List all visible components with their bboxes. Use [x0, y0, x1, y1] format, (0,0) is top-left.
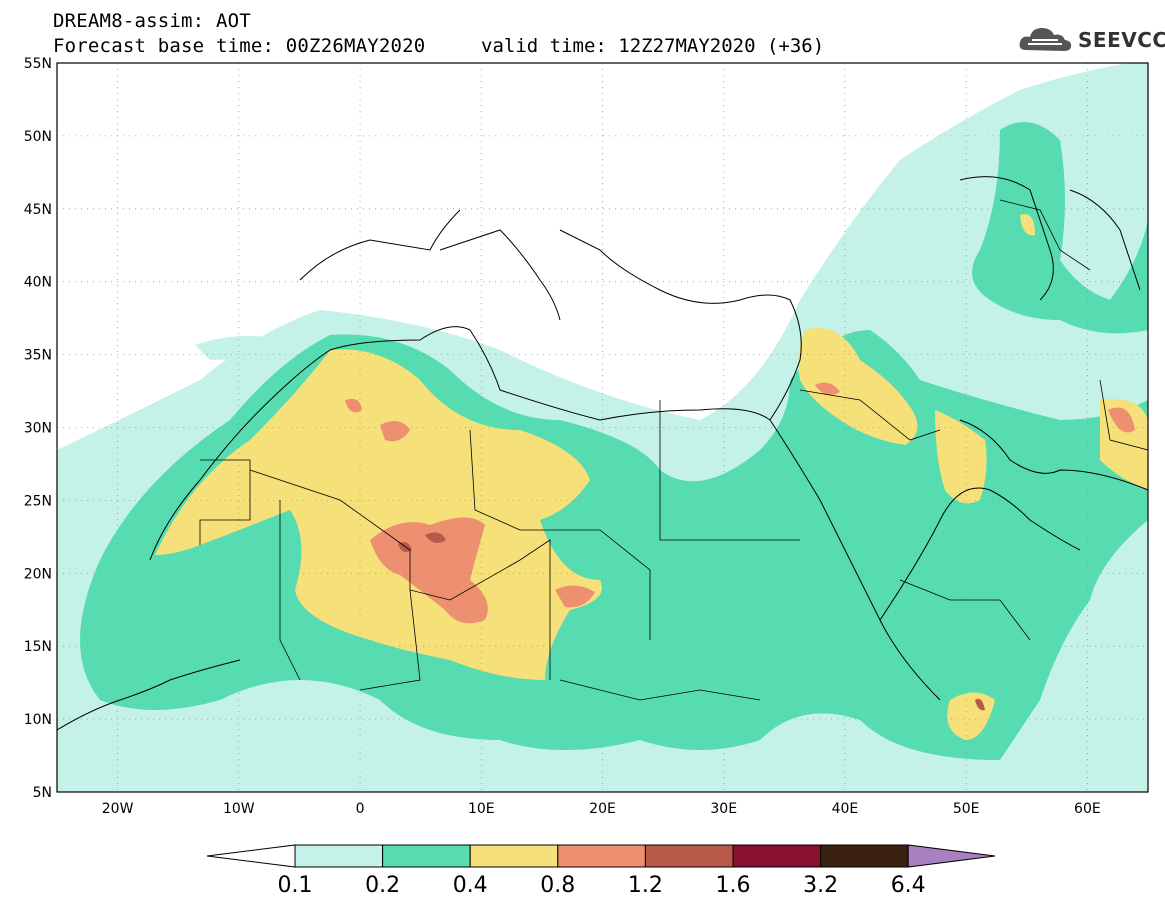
lon-label: 10W [223, 801, 255, 817]
colorbar-label: 0.8 [540, 873, 575, 898]
colorbar: 0.1 0.2 0.4 0.8 1.2 1.6 3.2 6.4 [206, 844, 996, 898]
lon-label: 30E [710, 801, 737, 817]
lat-label: 35N [24, 348, 52, 364]
lon-label: 40E [832, 801, 859, 817]
coastlines [57, 176, 1148, 731]
colorbar-segment [294, 844, 384, 868]
lat-label: 10N [24, 712, 52, 728]
colorbar-max-arrow [907, 844, 996, 868]
colorbar-segment [382, 844, 471, 868]
lat-label: 30N [24, 421, 52, 437]
colorbar-label: 0.1 [278, 873, 313, 898]
lon-label: 60E [1074, 801, 1101, 817]
lat-label: 50N [24, 129, 52, 145]
latitude-labels: 55N 50N 45N 40N 35N 30N 25N 20N 15N 10N 5N [24, 56, 52, 801]
lat-label: 40N [24, 275, 52, 291]
lat-label: 45N [24, 202, 52, 218]
colorbar-label: 0.2 [365, 873, 400, 898]
valid-time: valid time: 12Z27MAY2020 (+36) [481, 35, 825, 57]
lat-label: 25N [24, 493, 52, 509]
lon-label: 0 [356, 801, 365, 817]
lat-label: 5N [33, 785, 52, 801]
longitude-labels: 20W 10W 0 10E 20E 30E 40E 50E 60E [102, 801, 1101, 817]
map-title: DREAM8-assim: AOT [53, 10, 251, 32]
aot-fields [57, 63, 1148, 792]
lon-label: 20W [102, 801, 134, 817]
colorbar-segment [557, 844, 646, 868]
cloud-logo-icon [1019, 28, 1072, 51]
seevccc-logo: SEEVCCC [1018, 22, 1165, 56]
forecast-base-time: Forecast base time: 00Z26MAY2020 [53, 35, 426, 57]
logo-text: SEEVCCC [1078, 28, 1165, 52]
lat-label: 55N [24, 56, 52, 72]
country-borders [199, 199, 1148, 701]
colorbar-label: 1.2 [628, 873, 663, 898]
aot-level-1.2 [398, 532, 985, 711]
lon-label: 20E [589, 801, 616, 817]
colorbar-segment [820, 844, 909, 868]
lon-label: 50E [953, 801, 980, 817]
colorbar-segment [644, 844, 734, 868]
colorbar-segment [469, 844, 559, 868]
colorbar-label: 0.4 [453, 873, 488, 898]
colorbar-label: 3.2 [803, 873, 838, 898]
aot-level-0.4 [155, 214, 1148, 740]
colorbar-segment [732, 844, 822, 868]
colorbar-label: 6.4 [891, 873, 926, 898]
lon-label: 10E [468, 801, 495, 817]
plot-frame [56, 62, 1149, 793]
lat-label: 20N [24, 566, 52, 582]
colorbar-min-arrow [206, 844, 296, 868]
lat-label: 15N [24, 639, 52, 655]
colorbar-label: 1.6 [716, 873, 751, 898]
